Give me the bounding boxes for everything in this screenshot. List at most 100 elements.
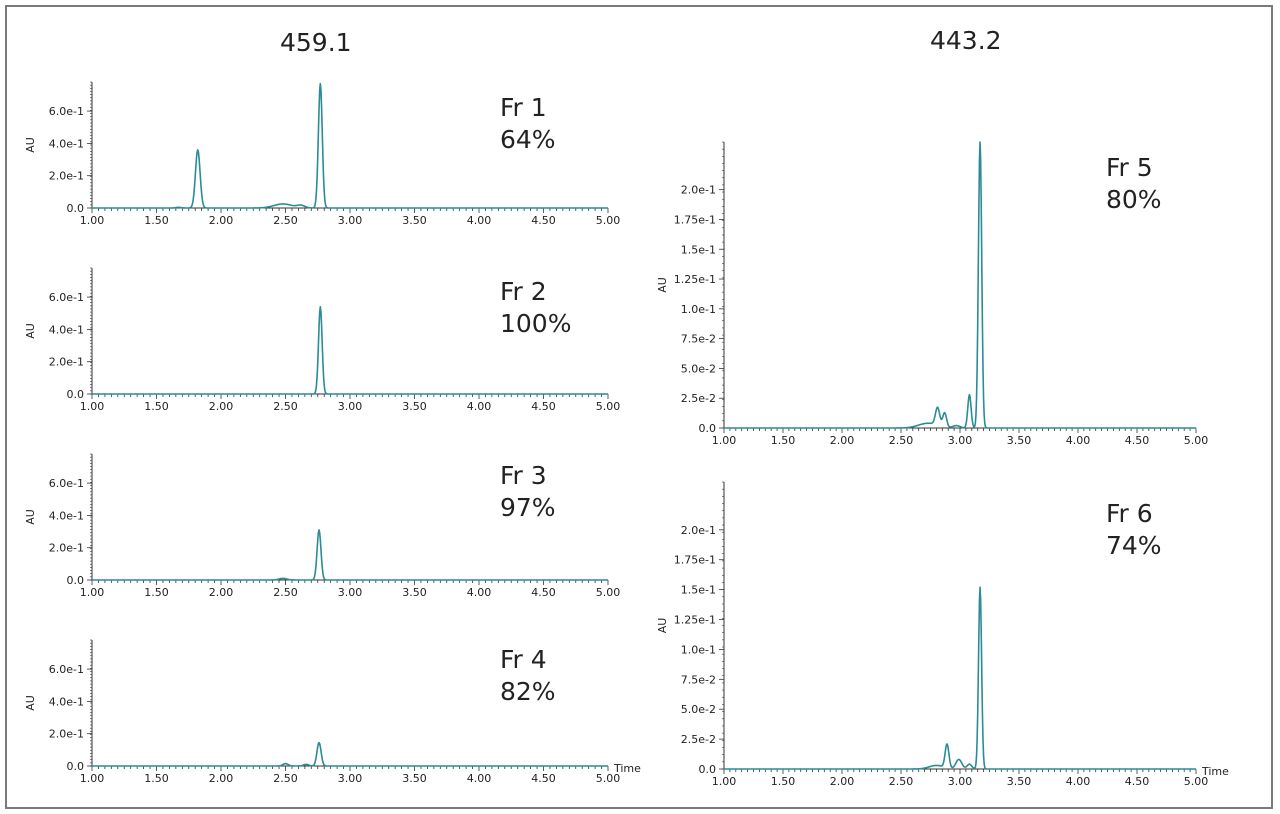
x-tick-label: 5.00 [596,772,621,785]
x-tick-label: 4.50 [531,586,556,599]
x-tick-label: 4.50 [531,400,556,413]
fraction-name: Fr 4 [500,645,547,674]
x-tick-label: 5.00 [596,400,621,413]
x-tick-label: 1.00 [80,214,105,227]
x-tick-label: 3.50 [1007,434,1032,447]
x-tick-label: 2.00 [830,434,855,447]
y-tick-label: 6.0e-1 [49,105,84,118]
y-tick-label: 7.5e-2 [681,333,716,346]
y-tick-label: 2.0e-1 [49,542,84,555]
x-tick-label: 5.00 [1184,434,1209,447]
x-tick-label: 2.50 [273,772,298,785]
chromatogram-3: 1.00 1.50 2.00 2.50 3.00 3.50 4.00 4.50 5.00 0.0 2… [24,453,620,599]
x-tick-label: 5.00 [596,214,621,227]
y-tick-label: 0.0 [67,760,85,773]
y-axis-label: AU [24,323,37,339]
y-tick-label: 1.5e-1 [681,243,716,256]
fraction-label-5: Fr 5 80% [1106,152,1162,216]
x-tick-label: 5.00 [1184,775,1209,788]
y-tick-label: 4.0e-1 [49,509,84,522]
x-tick-label: 1.00 [80,586,105,599]
y-tick-label: 2.0e-1 [49,728,84,741]
x-tick-label: 3.00 [948,434,973,447]
x-tick-label: 2.00 [209,772,234,785]
column-title-right: 443.2 [930,26,1002,55]
y-tick-label: 5.0e-2 [681,703,716,716]
y-tick-label: 0.0 [699,763,717,776]
chromatogram-trace [723,586,1197,770]
x-tick-label: 3.50 [402,772,427,785]
x-tick-label: 3.50 [402,400,427,413]
y-tick-label: 5.0e-2 [681,362,716,375]
fraction-name: Fr 1 [500,93,547,122]
y-tick-label: 2.5e-2 [681,392,716,405]
y-tick-label: 2.0e-1 [681,184,716,197]
x-tick-label: 2.00 [209,400,234,413]
x-tick-label: 4.00 [467,772,492,785]
y-tick-label: 2.0e-1 [49,356,84,369]
y-tick-label: 7.5e-2 [681,673,716,686]
x-tick-label: 2.50 [273,586,298,599]
y-tick-label: 6.0e-1 [49,477,84,490]
x-tick-label: 2.50 [273,214,298,227]
y-tick-label: 1.25e-1 [674,273,716,286]
figure-frame [5,5,1273,809]
y-axis-label: AU [24,695,37,711]
fraction-purity: 97% [500,493,556,522]
y-tick-label: 2.0e-1 [49,170,84,183]
y-tick-label: 2.0e-1 [681,524,716,537]
chromatogram-trace [91,529,609,581]
y-axis-label: AU [656,277,669,293]
x-tick-label: 3.50 [402,214,427,227]
chromatogram-trace [91,741,609,767]
x-tick-label: 4.00 [1066,434,1091,447]
x-tick-label: 4.50 [1125,434,1150,447]
x-tick-label: 4.50 [531,772,556,785]
y-tick-label: 1.0e-1 [681,643,716,656]
y-tick-label: 1.75e-1 [674,554,716,567]
x-tick-label: 1.00 [80,772,105,785]
y-tick-label: 1.75e-1 [674,213,716,226]
y-tick-label: 2.5e-2 [681,733,716,746]
x-axis-label: Time [613,762,641,775]
fraction-label-6: Fr 6 74% [1106,498,1162,562]
fraction-label-2: Fr 2 100% [500,276,571,340]
x-tick-label: 1.50 [771,775,796,788]
x-tick-label: 4.00 [467,586,492,599]
y-tick-label: 0.0 [699,422,717,435]
fraction-name: Fr 5 [1106,153,1153,182]
chromatogram-6: 1.00 1.50 2.00 2.50 3.00 3.50 4.00 4.50 5.00 0.0 2… [656,481,1229,788]
x-tick-label: 2.50 [889,434,914,447]
fraction-purity: 74% [1106,531,1162,560]
y-axis-label: AU [24,137,37,153]
y-tick-label: 4.0e-1 [49,695,84,708]
fraction-name: Fr 3 [500,461,547,490]
y-tick-label: 1.5e-1 [681,584,716,597]
y-axis-label: AU [656,618,669,634]
x-tick-label: 2.00 [830,775,855,788]
x-tick-label: 2.00 [209,214,234,227]
chromatogram-trace [91,305,609,395]
fraction-name: Fr 2 [500,277,547,306]
fraction-purity: 80% [1106,185,1162,214]
y-tick-label: 1.0e-1 [681,303,716,316]
x-tick-label: 1.50 [771,434,796,447]
x-tick-label: 4.50 [531,214,556,227]
chromatogram-4: 1.00 1.50 2.00 2.50 3.00 3.50 4.00 4.50 5.00 0.0 2… [24,639,641,785]
fraction-purity: 64% [500,125,556,154]
y-tick-label: 0.0 [67,202,85,215]
x-tick-label: 1.50 [144,400,169,413]
x-tick-label: 4.00 [467,214,492,227]
x-tick-label: 1.50 [144,586,169,599]
x-tick-label: 3.50 [402,586,427,599]
y-tick-label: 0.0 [67,388,85,401]
x-tick-label: 3.00 [338,586,363,599]
x-tick-label: 4.00 [467,400,492,413]
y-tick-label: 0.0 [67,574,85,587]
x-tick-label: 1.00 [712,434,737,447]
y-tick-label: 4.0e-1 [49,137,84,150]
fraction-label-4: Fr 4 82% [500,644,556,708]
x-tick-label: 3.50 [1007,775,1032,788]
fraction-purity: 100% [500,309,572,338]
